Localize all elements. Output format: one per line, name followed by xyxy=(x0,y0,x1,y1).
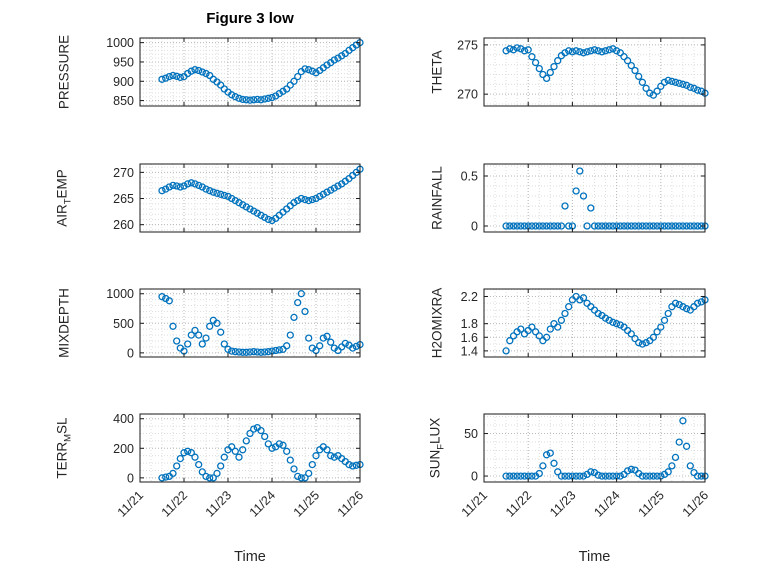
tick-marks xyxy=(483,414,706,482)
svg-text:200: 200 xyxy=(113,442,134,456)
svg-text:11/22: 11/22 xyxy=(503,488,534,519)
pressure-plot: 850 900 950 1000 xyxy=(106,36,364,108)
svg-text:11/25: 11/25 xyxy=(291,488,322,519)
sun-flux-markers xyxy=(502,417,709,480)
minor-grid xyxy=(483,38,706,106)
svg-text:2.2: 2.2 xyxy=(461,290,478,304)
figure-title: Figure 3 low xyxy=(206,10,294,27)
svg-text:500: 500 xyxy=(113,317,134,331)
tick-marks xyxy=(139,414,361,482)
mixdepth-markers xyxy=(158,290,364,356)
h2omixra-markers xyxy=(502,292,709,355)
h2omixra-plot: 1.41.61.8 2.2 xyxy=(461,288,709,358)
terr-msl-markers xyxy=(158,423,364,482)
air-temp-markers xyxy=(158,165,364,225)
svg-text:260: 260 xyxy=(113,218,134,232)
x-tick-labels: 11/21 11/22 11/23 11/24 11/25 11/26 xyxy=(115,488,366,519)
svg-text:1000: 1000 xyxy=(106,36,134,50)
axes-box xyxy=(483,288,706,358)
svg-text:0: 0 xyxy=(127,346,134,360)
svg-text:270: 270 xyxy=(113,166,134,180)
ylabel-sun-flux: SUNFLUX xyxy=(427,417,447,479)
svg-text:11/24: 11/24 xyxy=(247,488,278,519)
svg-text:270: 270 xyxy=(457,88,478,102)
svg-text:275: 275 xyxy=(457,38,478,52)
y-tick-labels: 0 500 1000 xyxy=(106,287,134,360)
tick-marks xyxy=(483,164,706,232)
y-tick-labels: 270 275 xyxy=(457,38,478,101)
tick-marks xyxy=(139,164,361,232)
svg-text:50: 50 xyxy=(464,427,478,441)
svg-text:11/26: 11/26 xyxy=(680,488,711,519)
ylabel-theta: THETA xyxy=(429,50,445,94)
pressure-markers xyxy=(158,38,364,104)
minor-grid xyxy=(139,164,361,232)
svg-text:900: 900 xyxy=(113,75,134,89)
air-temp-plot: 260 265 270 xyxy=(113,163,364,233)
mixdepth-plot: 0 500 1000 xyxy=(106,287,364,360)
major-grid xyxy=(139,38,361,106)
ylabel-pressure: PRESSURE xyxy=(56,34,72,110)
tick-marks xyxy=(483,289,706,357)
svg-text:11/22: 11/22 xyxy=(159,488,190,519)
theta-markers xyxy=(502,44,709,99)
svg-text:0: 0 xyxy=(471,470,478,484)
ylabel-mixdepth: MIXDEPTH xyxy=(56,288,72,358)
ylabel-terr-msl: TERRMSL xyxy=(54,417,74,479)
svg-text:0: 0 xyxy=(127,471,134,485)
svg-text:850: 850 xyxy=(113,94,134,108)
y-tick-labels: 0 50 xyxy=(464,427,478,484)
svg-text:11/21: 11/21 xyxy=(459,488,490,519)
ylabel-h2omixra: H2OMIXRA xyxy=(429,287,445,359)
y-tick-labels: 260 265 270 xyxy=(113,166,134,232)
theta-plot: 270 275 xyxy=(457,37,709,107)
rainfall-plot: 00.5 xyxy=(461,163,709,234)
svg-text:1.6: 1.6 xyxy=(461,331,478,345)
svg-text:400: 400 xyxy=(113,412,134,426)
tick-marks xyxy=(139,289,361,357)
svg-text:11/25: 11/25 xyxy=(636,488,667,519)
svg-text:11/23: 11/23 xyxy=(547,488,578,519)
tick-marks xyxy=(483,38,706,106)
ylabel-air-temp: AIRTEMP xyxy=(54,169,74,227)
svg-text:11/26: 11/26 xyxy=(335,488,366,519)
axes-box xyxy=(483,163,706,233)
axes-box xyxy=(139,37,361,107)
y-tick-labels: 00.5 xyxy=(461,170,478,234)
y-tick-labels: 0 200 400 xyxy=(113,412,134,485)
svg-text:950: 950 xyxy=(113,55,134,69)
axes-box xyxy=(483,37,706,107)
terr-msl-plot: 0 200 400 11/21 11/22 11/23 11/24 11/25 11/26 xyxy=(113,412,366,519)
svg-text:1.4: 1.4 xyxy=(461,344,478,358)
time-label-right: Time xyxy=(578,549,611,565)
y-tick-labels: 1.41.61.8 2.2 xyxy=(461,290,478,358)
x-tick-labels: 11/21 11/22 11/23 11/24 11/25 11/26 xyxy=(459,488,711,519)
svg-text:1000: 1000 xyxy=(106,287,134,301)
svg-text:265: 265 xyxy=(113,192,134,206)
y-tick-labels: 850 900 950 1000 xyxy=(106,36,134,108)
tick-marks xyxy=(139,38,361,106)
minor-grid xyxy=(483,164,706,232)
sun-flux-plot: 0 50 11/21 11/22 11/23 11/24 11/25 11/26 xyxy=(459,413,711,520)
svg-text:0.5: 0.5 xyxy=(461,170,478,184)
minor-grid xyxy=(483,289,706,357)
svg-text:11/23: 11/23 xyxy=(203,488,234,519)
axes-box xyxy=(483,413,706,483)
svg-text:1.8: 1.8 xyxy=(461,317,478,331)
svg-text:11/24: 11/24 xyxy=(591,488,622,519)
ylabel-rainfall: RAINFALL xyxy=(429,166,445,230)
axes-box xyxy=(139,163,361,233)
rainfall-markers xyxy=(502,167,709,230)
svg-text:11/21: 11/21 xyxy=(115,488,146,519)
svg-text:0: 0 xyxy=(471,220,478,234)
time-label-left: Time xyxy=(234,549,266,565)
